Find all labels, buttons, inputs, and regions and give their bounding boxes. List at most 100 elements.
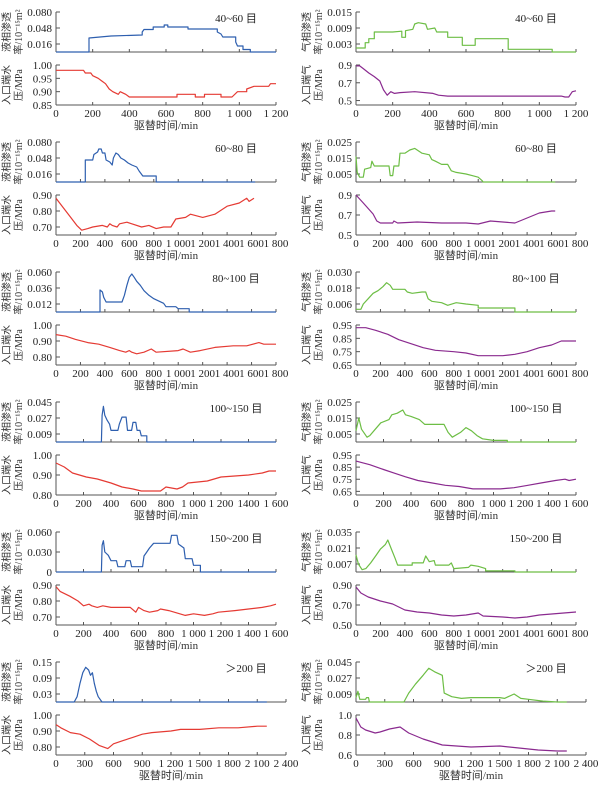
y-tick-label: 1.00 — [33, 710, 53, 722]
mesh-size-label: 150~200 目 — [210, 533, 263, 545]
x-tick-label: 1 800 — [216, 758, 241, 770]
y-axis-label: 液相渗透 — [0, 142, 13, 182]
x-tick-label: 200 — [75, 628, 92, 640]
y-tick-label: 0.030 — [327, 267, 352, 279]
x-tick-label: 1 200 — [159, 758, 184, 770]
y-tick-label: 0.007 — [327, 559, 352, 571]
x-tick-label: 600 — [121, 238, 138, 250]
y-axis-label: 入口端气 — [300, 195, 313, 235]
x-tick-label: 0 — [353, 238, 359, 250]
x-tick-label: 0 — [53, 108, 59, 120]
y-tick-label: 0.9 — [338, 60, 352, 72]
x-tick-label: 300 — [77, 758, 94, 770]
y-tick-label: 0.90 — [333, 580, 353, 592]
x-tick-label: 0 — [353, 108, 359, 120]
x-tick-label: 1 500 — [187, 758, 212, 770]
y-tick-label: 0.045 — [27, 397, 52, 409]
y-tick-label: 0.9 — [338, 190, 352, 202]
permeability-subplot: 0.005 0.015 0.025 气相渗透 率/10⁻¹⁵m² — [300, 397, 577, 445]
y-axis-label: 入口端水 — [0, 325, 13, 365]
permeability-series-line — [356, 282, 576, 313]
y-tick-label: 0.021 — [327, 543, 352, 555]
y-tick-label: 0.025 — [327, 137, 352, 149]
y-tick-label: 0.65 — [333, 360, 353, 372]
panel-water-gt200: 0.03 0.09 0.15 液相渗透 率/10⁻¹⁵m² 0.80 0.90 1.00 入口端… — [0, 657, 299, 782]
x-tick-label: 200 — [84, 108, 101, 120]
y-axis-label: 压/MPa — [13, 459, 25, 491]
x-tick-label: 1 000 — [481, 498, 506, 510]
y-axis-label: 入口端水 — [0, 585, 13, 625]
y-axis-label: 气相渗透 — [300, 272, 313, 312]
y-tick-label: 0.6 — [338, 750, 352, 762]
x-tick-label: 1 400 — [215, 238, 240, 250]
pressure-subplot: 0.650.75 0.850.95 入口端气 压/MPa — [300, 320, 577, 372]
mesh-size-label: 80~100 目 — [212, 273, 259, 285]
y-tick-label: 0 — [47, 567, 53, 579]
mesh-size-label: 100~150 目 — [210, 403, 263, 415]
y-axis-label: 压/MPa — [313, 69, 325, 101]
pressure-series-line — [55, 197, 255, 231]
x-tick-label: 0 — [53, 498, 59, 510]
x-tick-label: 400 — [397, 238, 414, 250]
permeability-subplot: 0.012 0.036 0.060 液相渗透 率/10⁻¹⁵m² — [0, 267, 277, 315]
panel-gas-60-80: 0.005 0.015 0.025 气相渗透 率/10⁻¹⁵m² 0.5 0.7 0.9 入口端… — [300, 137, 589, 262]
pressure-subplot: 0.5 0.7 0.9 入口端气 压/MPa — [300, 190, 577, 242]
y-axis-label: 率/10⁻¹⁵m² — [12, 399, 25, 444]
x-tick-label: 600 — [430, 498, 447, 510]
y-axis-label: 气相渗透 — [300, 532, 313, 572]
panel-water-100-150: 0.009 0.027 0.045 液相渗透 率/10⁻¹⁵m² 0.80 0.90 1.00… — [0, 397, 289, 522]
x-tick-label: 800 — [194, 108, 211, 120]
x-tick-label: 800 — [446, 628, 463, 640]
y-axis-label: 率/10⁻¹⁵m² — [12, 529, 25, 574]
x-tick-label: 600 — [130, 628, 147, 640]
x-tick-label: 1 400 — [515, 628, 540, 640]
x-tick-label: 800 — [446, 368, 463, 380]
y-axis-label: 入口端水 — [0, 65, 13, 105]
y-axis-label: 入口端水 — [0, 715, 13, 755]
y-tick-label: 0.80 — [33, 206, 53, 218]
y-tick-label: 1.0 — [338, 710, 352, 722]
x-tick-label: 1 600 — [564, 498, 589, 510]
x-tick-label: 1 200 — [509, 498, 534, 510]
x-tick-label: 200 — [372, 238, 389, 250]
y-axis-label: 压/MPa — [313, 459, 325, 491]
x-tick-label: 1 200 — [490, 238, 515, 250]
pressure-series-line — [356, 327, 576, 357]
y-tick-label: 0.048 — [27, 153, 52, 165]
permeability-series-line — [355, 667, 567, 703]
y-tick-label: 1.00 — [33, 60, 53, 72]
y-axis-label: 压/MPa — [313, 719, 325, 751]
y-axis-label: 入口端水 — [0, 455, 13, 495]
y-tick-label: 0.90 — [33, 336, 53, 348]
permeability-series-line — [56, 405, 276, 443]
pressure-subplot: 0.850.90 0.951.00 入口端水 压/MPa — [0, 60, 277, 112]
x-tick-label: 300 — [377, 758, 394, 770]
x-tick-label: 600 — [158, 108, 175, 120]
x-axis-label: 驱替时间/min — [134, 638, 199, 652]
x-tick-label: 0 — [353, 758, 359, 770]
x-tick-label: 200 — [72, 238, 89, 250]
permeability-series-line — [56, 148, 256, 183]
y-tick-label: 0.015 — [327, 153, 352, 165]
y-tick-label: 0.027 — [27, 413, 52, 425]
x-tick-label: 1 800 — [264, 368, 289, 380]
mesh-size-label: 40~60 目 — [215, 13, 257, 25]
x-tick-label: 0 — [353, 368, 359, 380]
y-tick-label: 0.060 — [27, 267, 52, 279]
x-tick-label: 800 — [458, 498, 475, 510]
x-tick-label: 1 400 — [515, 238, 540, 250]
y-axis-label: 率/10⁻¹⁵m² — [312, 9, 325, 54]
permeability-series-line — [56, 24, 276, 53]
x-tick-label: 900 — [134, 758, 151, 770]
y-tick-label: 1.00 — [33, 320, 53, 332]
x-tick-label: 1 000 — [527, 108, 552, 120]
x-tick-label: 200 — [372, 368, 389, 380]
x-axis-label: 驱替时间/min — [134, 118, 199, 132]
x-tick-label: 1 600 — [264, 498, 289, 510]
mesh-size-label: 100~150 目 — [510, 403, 563, 415]
y-axis-label: 入口端气 — [300, 585, 313, 625]
x-tick-label: 1 200 — [209, 628, 234, 640]
x-tick-label: 600 — [105, 758, 122, 770]
y-tick-label: 0.65 — [333, 486, 353, 498]
